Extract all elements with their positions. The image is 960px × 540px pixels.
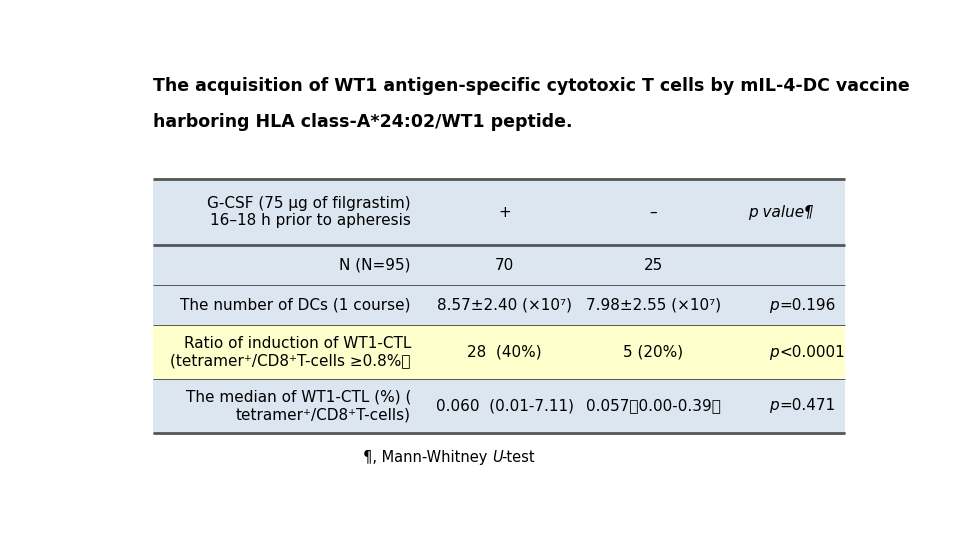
Text: 5 (20%): 5 (20%) [623, 345, 684, 360]
Text: 0.057（0.00-0.39）: 0.057（0.00-0.39） [586, 399, 721, 413]
Text: p value¶: p value¶ [749, 205, 814, 220]
Text: 70: 70 [495, 258, 515, 273]
Text: –: – [650, 205, 658, 220]
Text: The acquisition of WT1 antigen-specific cytotoxic T cells by mIL-4-DC vaccine: The acquisition of WT1 antigen-specific … [154, 77, 910, 95]
Bar [154, 285, 846, 325]
Text: 8.57±2.40 (×10⁷): 8.57±2.40 (×10⁷) [437, 298, 572, 313]
Text: ¶, Mann-Whitney: ¶, Mann-Whitney [363, 450, 492, 465]
Text: G-CSF (75 μg of filgrastim)
16–18 h prior to apheresis: G-CSF (75 μg of filgrastim) 16–18 h prio… [207, 196, 411, 228]
Text: =0.471: =0.471 [780, 399, 835, 413]
Text: -test: -test [502, 450, 536, 465]
Text: 7.98±2.55 (×10⁷): 7.98±2.55 (×10⁷) [586, 298, 721, 313]
Text: 28  (40%): 28 (40%) [468, 345, 542, 360]
Bar [154, 245, 846, 285]
Text: p: p [770, 298, 780, 313]
Bar [154, 179, 846, 245]
Bar [154, 379, 846, 433]
Text: =0.196: =0.196 [780, 298, 835, 313]
Text: harboring HLA class-A*24:02/WT1 peptide.: harboring HLA class-A*24:02/WT1 peptide. [154, 113, 573, 131]
Text: N (N=95): N (N=95) [340, 258, 411, 273]
Text: p: p [770, 399, 780, 413]
Text: U: U [492, 450, 503, 465]
Text: <0.0001: <0.0001 [780, 345, 845, 360]
Text: The median of WT1-CTL (%) (
tetramer⁺/CD8⁺T-cells): The median of WT1-CTL (%) ( tetramer⁺/CD… [185, 390, 411, 422]
Bar [154, 325, 846, 379]
Text: The number of DCs (1 course): The number of DCs (1 course) [180, 298, 411, 313]
Text: 0.060  (0.01-7.11): 0.060 (0.01-7.11) [436, 399, 574, 413]
Text: p: p [770, 345, 780, 360]
Text: 25: 25 [644, 258, 663, 273]
Text: +: + [498, 205, 511, 220]
Text: Ratio of induction of WT1-CTL
(tetramer⁺/CD8⁺T-cells ≥0.8%）: Ratio of induction of WT1-CTL (tetramer⁺… [171, 336, 411, 368]
